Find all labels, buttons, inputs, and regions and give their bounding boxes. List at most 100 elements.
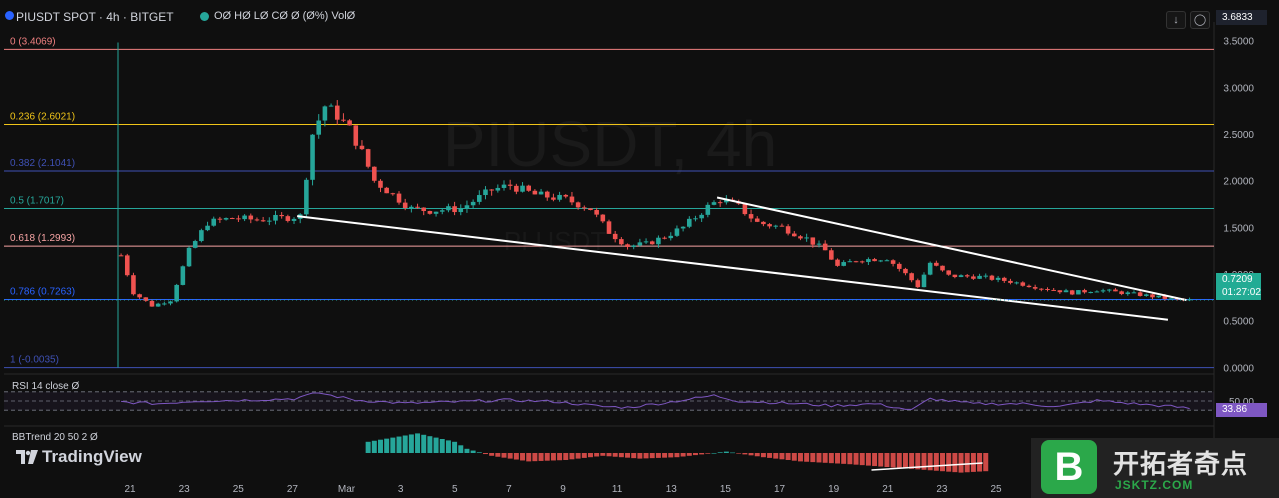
tradingview-brand[interactable]: TradingView xyxy=(42,447,142,466)
candle-body xyxy=(260,220,266,222)
candle-body xyxy=(1008,280,1013,283)
candle-body xyxy=(402,202,408,209)
candle-body xyxy=(884,260,890,262)
bbtrend-bar xyxy=(631,453,637,459)
status-dot-icon xyxy=(200,12,209,21)
bbtrend-bar xyxy=(538,453,544,461)
candle-body xyxy=(977,275,982,279)
bbtrend-bar xyxy=(643,453,649,459)
candle-body xyxy=(853,261,859,263)
candle-body xyxy=(921,274,927,288)
bbtrend-bar xyxy=(773,453,779,459)
candle-body xyxy=(767,224,772,227)
candle-body xyxy=(1088,292,1094,294)
tradingview-logo-icon xyxy=(16,450,38,464)
bbtrend-bar xyxy=(563,453,569,460)
candle-body xyxy=(199,230,204,242)
candle-body xyxy=(273,214,278,221)
candle-body xyxy=(989,275,995,280)
candle-body xyxy=(964,275,970,277)
bbtrend-pane-label[interactable]: BBTrend 20 50 2 Ø xyxy=(12,432,98,443)
candle-body xyxy=(520,185,525,192)
bbtrend-bar xyxy=(835,453,841,464)
y-tick-label: 2.5000 xyxy=(1223,130,1254,141)
bbtrend-bar xyxy=(377,439,383,453)
candle-body xyxy=(1045,288,1050,290)
candle-body xyxy=(625,244,630,247)
candle-body xyxy=(551,197,556,200)
bbtrend-bar xyxy=(507,453,513,459)
candle-body xyxy=(1144,294,1149,296)
site-url: JSKTZ.COM xyxy=(1115,478,1194,492)
candle-body xyxy=(779,225,785,227)
candle-body xyxy=(711,202,717,205)
bbtrend-bar xyxy=(408,434,414,453)
candle-body xyxy=(724,199,729,203)
candle-body xyxy=(378,180,383,188)
candle-body xyxy=(334,105,340,120)
x-tick-label: Mar xyxy=(338,484,356,495)
bbtrend-bar xyxy=(785,453,791,460)
scroll-down-button[interactable]: ↓ xyxy=(1166,11,1186,29)
bbtrend-bar xyxy=(760,453,766,458)
rsi-pane-label[interactable]: RSI 14 close Ø xyxy=(12,381,80,392)
symbol-title[interactable]: PIUSDT SPOT · 4h · BITGET xyxy=(16,10,174,24)
candle-body xyxy=(304,179,309,215)
candle-body xyxy=(1113,289,1118,292)
candle-body xyxy=(717,202,723,204)
candle-body xyxy=(155,303,161,307)
candle-body xyxy=(236,218,241,220)
candle-body xyxy=(495,187,501,191)
x-tick-label: 13 xyxy=(666,484,678,495)
bbtrend-bar xyxy=(390,437,396,453)
candle-body xyxy=(242,215,247,220)
candle-body xyxy=(372,166,377,181)
candle-body xyxy=(946,270,951,275)
candle-body xyxy=(699,214,704,219)
bbtrend-bar xyxy=(674,453,680,458)
bbtrend-bar xyxy=(612,453,618,457)
symbol-dot-icon xyxy=(5,11,14,20)
bbtrend-bar xyxy=(396,436,402,453)
candle-body xyxy=(1057,290,1063,293)
bbtrend-bar xyxy=(662,453,668,458)
bbtrend-bar xyxy=(680,453,686,457)
candle-body xyxy=(186,247,192,267)
reset-chart-button[interactable]: ◯ xyxy=(1190,11,1210,29)
bbtrend-bar xyxy=(816,453,822,463)
x-tick-label: 27 xyxy=(287,484,299,495)
candle-body xyxy=(291,218,297,221)
bbtrend-bar xyxy=(847,453,853,465)
symbol-watermark: PIUSDT, 4h xyxy=(443,108,777,180)
candle-body xyxy=(1032,287,1038,289)
bbtrend-bar xyxy=(557,453,563,461)
bbtrend-bar xyxy=(878,453,884,467)
bbtrend-bar xyxy=(977,453,983,472)
candle-body xyxy=(341,119,346,121)
rsi-value-badge: 33.86 xyxy=(1216,403,1267,417)
candle-body xyxy=(958,275,964,278)
fib-level-label: 0.236 (2.6021) xyxy=(10,111,75,122)
candle-body xyxy=(915,280,921,288)
bbtrend-bar xyxy=(748,453,754,456)
bbtrend-bar xyxy=(865,453,871,466)
candle-body xyxy=(866,259,871,263)
y-tick-label: 0.5000 xyxy=(1223,317,1254,328)
bbtrend-bar xyxy=(606,453,612,457)
x-tick-label: 3 xyxy=(398,484,404,495)
bbtrend-bar xyxy=(433,437,439,453)
bbtrend-bar xyxy=(415,433,421,453)
candle-body xyxy=(316,120,322,135)
candle-body xyxy=(569,196,575,203)
bbtrend-bar xyxy=(371,440,377,453)
candle-body xyxy=(773,225,779,227)
bbtrend-bar xyxy=(520,453,526,461)
bbtrend-bar xyxy=(902,453,908,469)
candle-body xyxy=(1168,298,1174,300)
candle-body xyxy=(1076,290,1081,295)
candle-body xyxy=(483,189,488,196)
bbtrend-bar xyxy=(526,453,532,462)
y-tick-label: 3.0000 xyxy=(1223,83,1254,94)
candle-body xyxy=(118,255,124,257)
